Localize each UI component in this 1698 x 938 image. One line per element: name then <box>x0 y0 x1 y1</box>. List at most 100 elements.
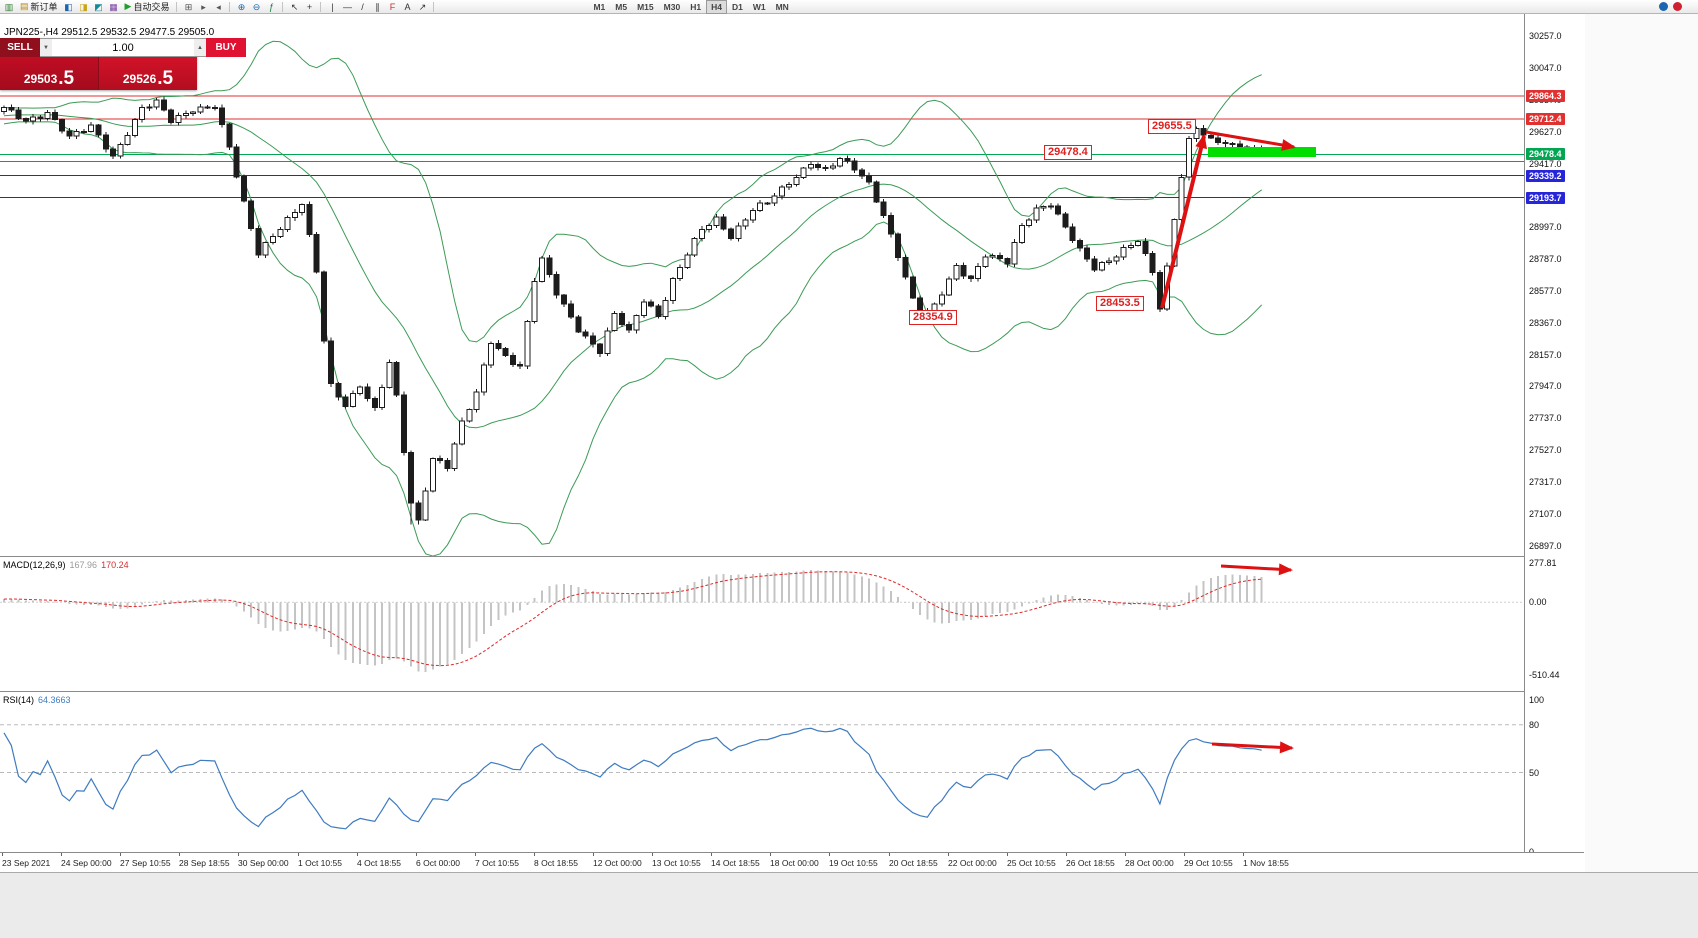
bollinger-upper-line <box>3 40 1262 343</box>
navigator-icon[interactable]: ◩ <box>92 1 106 13</box>
tile-windows-icon[interactable]: ⊞ <box>181 1 195 13</box>
timeframe-button-mn[interactable]: MN <box>775 1 789 12</box>
time-tick <box>889 853 890 856</box>
new-chart-icon[interactable]: ▥ <box>2 1 16 13</box>
fibonacci-icon[interactable]: F <box>385 1 399 13</box>
macd-pane[interactable] <box>0 558 1524 691</box>
time-label: 30 Sep 00:00 <box>238 858 289 868</box>
volume-decrease-button[interactable]: ▼ <box>40 39 52 56</box>
channel-icon: ∥ <box>375 1 380 12</box>
time-label: 24 Sep 00:00 <box>61 858 112 868</box>
community-icon[interactable] <box>1659 2 1668 11</box>
volume-input[interactable] <box>52 39 194 56</box>
time-label: 26 Oct 18:55 <box>1066 858 1115 868</box>
chart-shift-icon: ◂ <box>216 1 221 12</box>
terminal-icon: ▦ <box>109 1 118 12</box>
auto-scroll-icon: ▸ <box>201 1 206 12</box>
rsi-pane[interactable] <box>0 693 1524 852</box>
time-tick <box>829 853 830 856</box>
time-label: 23 Sep 2021 <box>2 858 51 868</box>
price-level-badge: 29339.2 <box>1526 170 1565 182</box>
time-tick <box>475 853 476 856</box>
support-zone-highlight[interactable] <box>1208 147 1316 157</box>
navigator-icon: ◩ <box>94 1 103 12</box>
main-chart-pane[interactable]: 29655.5 29478.4 28453.5 28354.9 <box>0 14 1524 556</box>
time-tick <box>1243 853 1244 856</box>
price-callout-28354.9[interactable]: 28354.9 <box>909 310 957 325</box>
timeframe-button-m15[interactable]: M15 <box>637 1 654 12</box>
time-tick <box>357 853 358 856</box>
time-label: 29 Oct 10:55 <box>1184 858 1233 868</box>
market-watch-icon[interactable]: ◧ <box>62 1 76 13</box>
vertical-line-icon[interactable]: | <box>325 1 339 13</box>
macd-chart <box>0 570 1524 672</box>
trendline-icon[interactable]: / <box>355 1 369 13</box>
chart-shift-icon[interactable]: ◂ <box>211 1 225 13</box>
channel-icon[interactable]: ∥ <box>370 1 384 13</box>
toolbar-separator <box>282 1 284 12</box>
time-label: 25 Oct 10:55 <box>1007 858 1056 868</box>
price-callout-29478.4[interactable]: 29478.4 <box>1044 145 1092 160</box>
buy-price[interactable]: 29526 .5 <box>99 57 197 90</box>
zoom-out-icon[interactable]: ⊖ <box>249 1 263 13</box>
zoom-in-icon[interactable]: ⊕ <box>234 1 248 13</box>
notifications-icon[interactable] <box>1673 2 1682 11</box>
trade-panel-prices: 29503 .5 29526 .5 <box>0 57 197 90</box>
autotrading-button[interactable]: ▶ 自动交易 <box>122 1 173 13</box>
crosshair-icon[interactable]: + <box>302 1 316 13</box>
horizontal-line-icon[interactable]: — <box>340 1 354 13</box>
time-tick <box>1125 853 1126 856</box>
time-tick <box>2 853 3 856</box>
toolbar-separator <box>433 1 435 12</box>
time-tick <box>534 853 535 856</box>
time-tick <box>416 853 417 856</box>
price-callout-28453.5[interactable]: 28453.5 <box>1096 296 1144 311</box>
sell-price[interactable]: 29503 .5 <box>0 57 99 90</box>
new-order-button[interactable]: ▤ 新订单 <box>17 1 61 13</box>
time-label: 6 Oct 00:00 <box>416 858 460 868</box>
timeframe-button-m1[interactable]: M1 <box>593 1 606 12</box>
time-axis[interactable]: 23 Sep 2021 24 Sep 00:00 27 Sep 10:55 28 Se… <box>0 852 1584 872</box>
price-tick: 29417.0 <box>1529 159 1562 169</box>
time-tick <box>593 853 594 856</box>
rsi-axis-label: 100 <box>1529 695 1545 705</box>
cursor-icon: ↖ <box>290 1 299 12</box>
arrow-tool-icon[interactable]: ↗ <box>415 1 429 13</box>
window-bottom-area <box>0 872 1698 938</box>
indicators-icon[interactable]: ƒ <box>264 1 278 13</box>
timeframe-button-h4[interactable]: H4 <box>706 0 727 14</box>
buy-button[interactable]: BUY <box>206 38 246 57</box>
cursor-icon[interactable]: ↖ <box>287 1 301 13</box>
terminal-icon[interactable]: ▦ <box>107 1 121 13</box>
price-callout-29655.5[interactable]: 29655.5 <box>1148 119 1196 134</box>
text-tool-icon[interactable]: A <box>400 1 414 13</box>
chart-window: JPN225-,H4 29512.5 29532.5 29477.5 29505… <box>0 14 1584 872</box>
timeframe-button-m5[interactable]: M5 <box>615 1 628 12</box>
rsi-name: RSI(14) <box>3 695 35 705</box>
crosshair-icon: + <box>306 1 313 12</box>
indicators-icon: ƒ <box>268 1 274 12</box>
pane-separator[interactable] <box>0 691 1584 692</box>
sell-button[interactable]: SELL <box>0 38 40 57</box>
tile-windows-icon: ⊞ <box>184 1 193 12</box>
price-tick: 28577.0 <box>1529 286 1562 296</box>
price-level-badge: 29864.3 <box>1526 90 1565 102</box>
pane-separator[interactable] <box>0 556 1584 557</box>
timeframe-button-m30[interactable]: M30 <box>663 1 681 12</box>
bollinger-middle-line <box>3 114 1262 429</box>
auto-scroll-icon[interactable]: ▸ <box>196 1 210 13</box>
rsi-label: RSI(14) 64.3663 <box>3 695 71 705</box>
time-tick <box>711 853 712 856</box>
macd-signal-value: 170.24 <box>101 560 129 570</box>
buy-price-main: 29526 <box>122 72 157 86</box>
time-label: 4 Oct 18:55 <box>357 858 401 868</box>
data-window-icon[interactable]: ◨ <box>77 1 91 13</box>
timeframe-button-d1[interactable]: D1 <box>731 1 743 12</box>
timeframe-button-h1[interactable]: H1 <box>690 1 702 12</box>
volume-increase-button[interactable]: ▲ <box>194 39 206 56</box>
new-order-button-label: 新订单 <box>30 2 58 12</box>
rsi-line <box>3 727 1262 830</box>
timeframe-button-w1[interactable]: W1 <box>752 1 766 12</box>
time-label: 14 Oct 18:55 <box>711 858 760 868</box>
price-axis[interactable]: 30257.030047.029837.029627.029417.029207… <box>1524 14 1584 857</box>
